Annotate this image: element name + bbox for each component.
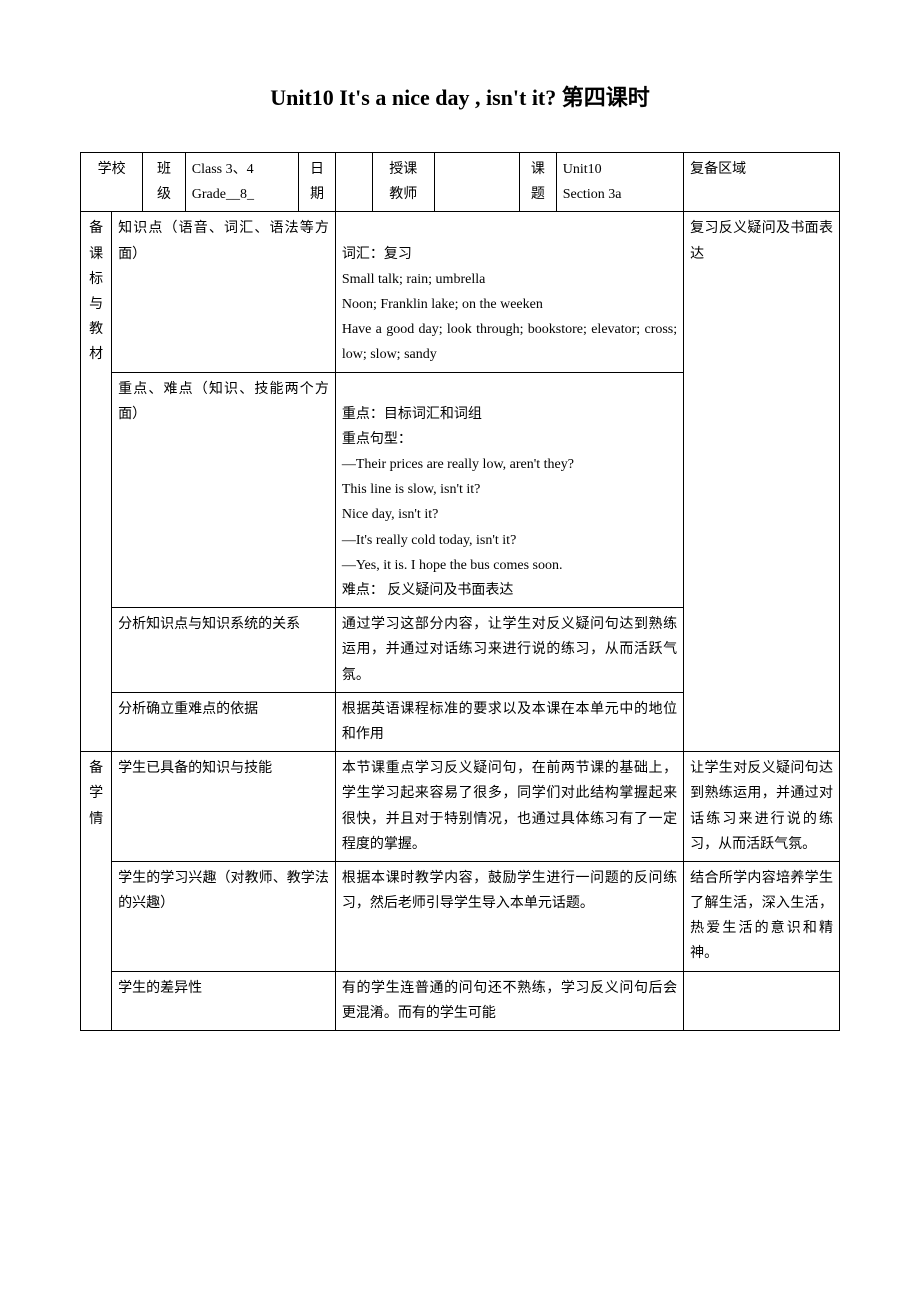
s1r2-content: 重点：目标词汇和词组 重点句型： —Their prices are reall… — [335, 372, 683, 608]
class-value: Class 3、4 Grade__8_ — [185, 153, 298, 212]
school-label: 学校 — [81, 153, 143, 212]
topic-value: Unit10 Section 3a — [556, 153, 683, 212]
section2-sidebar: 备 学 情 — [81, 752, 112, 1031]
s2r2-fubei: 结合所学内容培养学生了解生活，深入生活，热爱生活的意识和精神。 — [684, 861, 840, 971]
s2r3-content: 有的学生连普通的问句还不熟练，学习反义问句后会更混淆。而有的学生可能 — [335, 971, 683, 1030]
s2r3-fubei — [684, 971, 840, 1030]
s2r2-content: 根据本课时教学内容，鼓励学生进行一问题的反问练习，然后老师引导学生导入本单元话题… — [335, 861, 683, 971]
table-row: 备 学 情 学生已具备的知识与技能 本节课重点学习反义疑问句，在前两节课的基础上… — [81, 752, 840, 862]
s1r3-content: 通过学习这部分内容，让学生对反义疑问句达到熟练运用，并通过对话练习来进行说的练习… — [335, 608, 683, 693]
table-row: 备 课 标 与 教 材 知识点（语音、词汇、语法等方面） 词汇：复习 Small… — [81, 212, 840, 372]
teacher-value — [434, 153, 519, 212]
s2r1-content: 本节课重点学习反义疑问句，在前两节课的基础上，学生学习起来容易了很多，同学们对此… — [335, 752, 683, 862]
page-title: Unit10 It's a nice day , isn't it? 第四课时 — [80, 80, 840, 112]
s1r1-content: 词汇：复习 Small talk; rain; umbrella Noon; F… — [335, 212, 683, 372]
s2r1-fubei: 让学生对反义疑问句达到熟练运用，并通过对话练习来进行说的练习，从而活跃气氛。 — [684, 752, 840, 862]
s2r1-label: 学生已具备的知识与技能 — [112, 752, 336, 862]
s1-fubei: 复习反义疑问及书面表达 — [684, 212, 840, 752]
s2r3-label: 学生的差异性 — [112, 971, 336, 1030]
section1-sidebar: 备 课 标 与 教 材 — [81, 212, 112, 752]
teacher-label: 授课 教师 — [372, 153, 434, 212]
lesson-plan-table: 学校 班 级 Class 3、4 Grade__8_ 日 期 授课 教师 课 题… — [80, 152, 840, 1031]
table-row: 学校 班 级 Class 3、4 Grade__8_ 日 期 授课 教师 课 题… — [81, 153, 840, 212]
s1r3-label: 分析知识点与知识系统的关系 — [112, 608, 336, 693]
date-label: 日 期 — [299, 153, 336, 212]
table-row: 学生的差异性 有的学生连普通的问句还不熟练，学习反义问句后会更混淆。而有的学生可… — [81, 971, 840, 1030]
s1r4-label: 分析确立重难点的依据 — [112, 692, 336, 751]
fubei-label: 复备区域 — [684, 153, 840, 212]
s1r1-label: 知识点（语音、词汇、语法等方面） — [112, 212, 336, 372]
s2r2-label: 学生的学习兴趣（对教师、教学法的兴趣） — [112, 861, 336, 971]
s1r2-label: 重点、难点（知识、技能两个方面） — [112, 372, 336, 608]
topic-label: 课 题 — [519, 153, 556, 212]
date-value — [335, 153, 372, 212]
class-label: 班 级 — [143, 153, 185, 212]
s1r4-content: 根据英语课程标准的要求以及本课在本单元中的地位和作用 — [335, 692, 683, 751]
table-row: 学生的学习兴趣（对教师、教学法的兴趣） 根据本课时教学内容，鼓励学生进行一问题的… — [81, 861, 840, 971]
